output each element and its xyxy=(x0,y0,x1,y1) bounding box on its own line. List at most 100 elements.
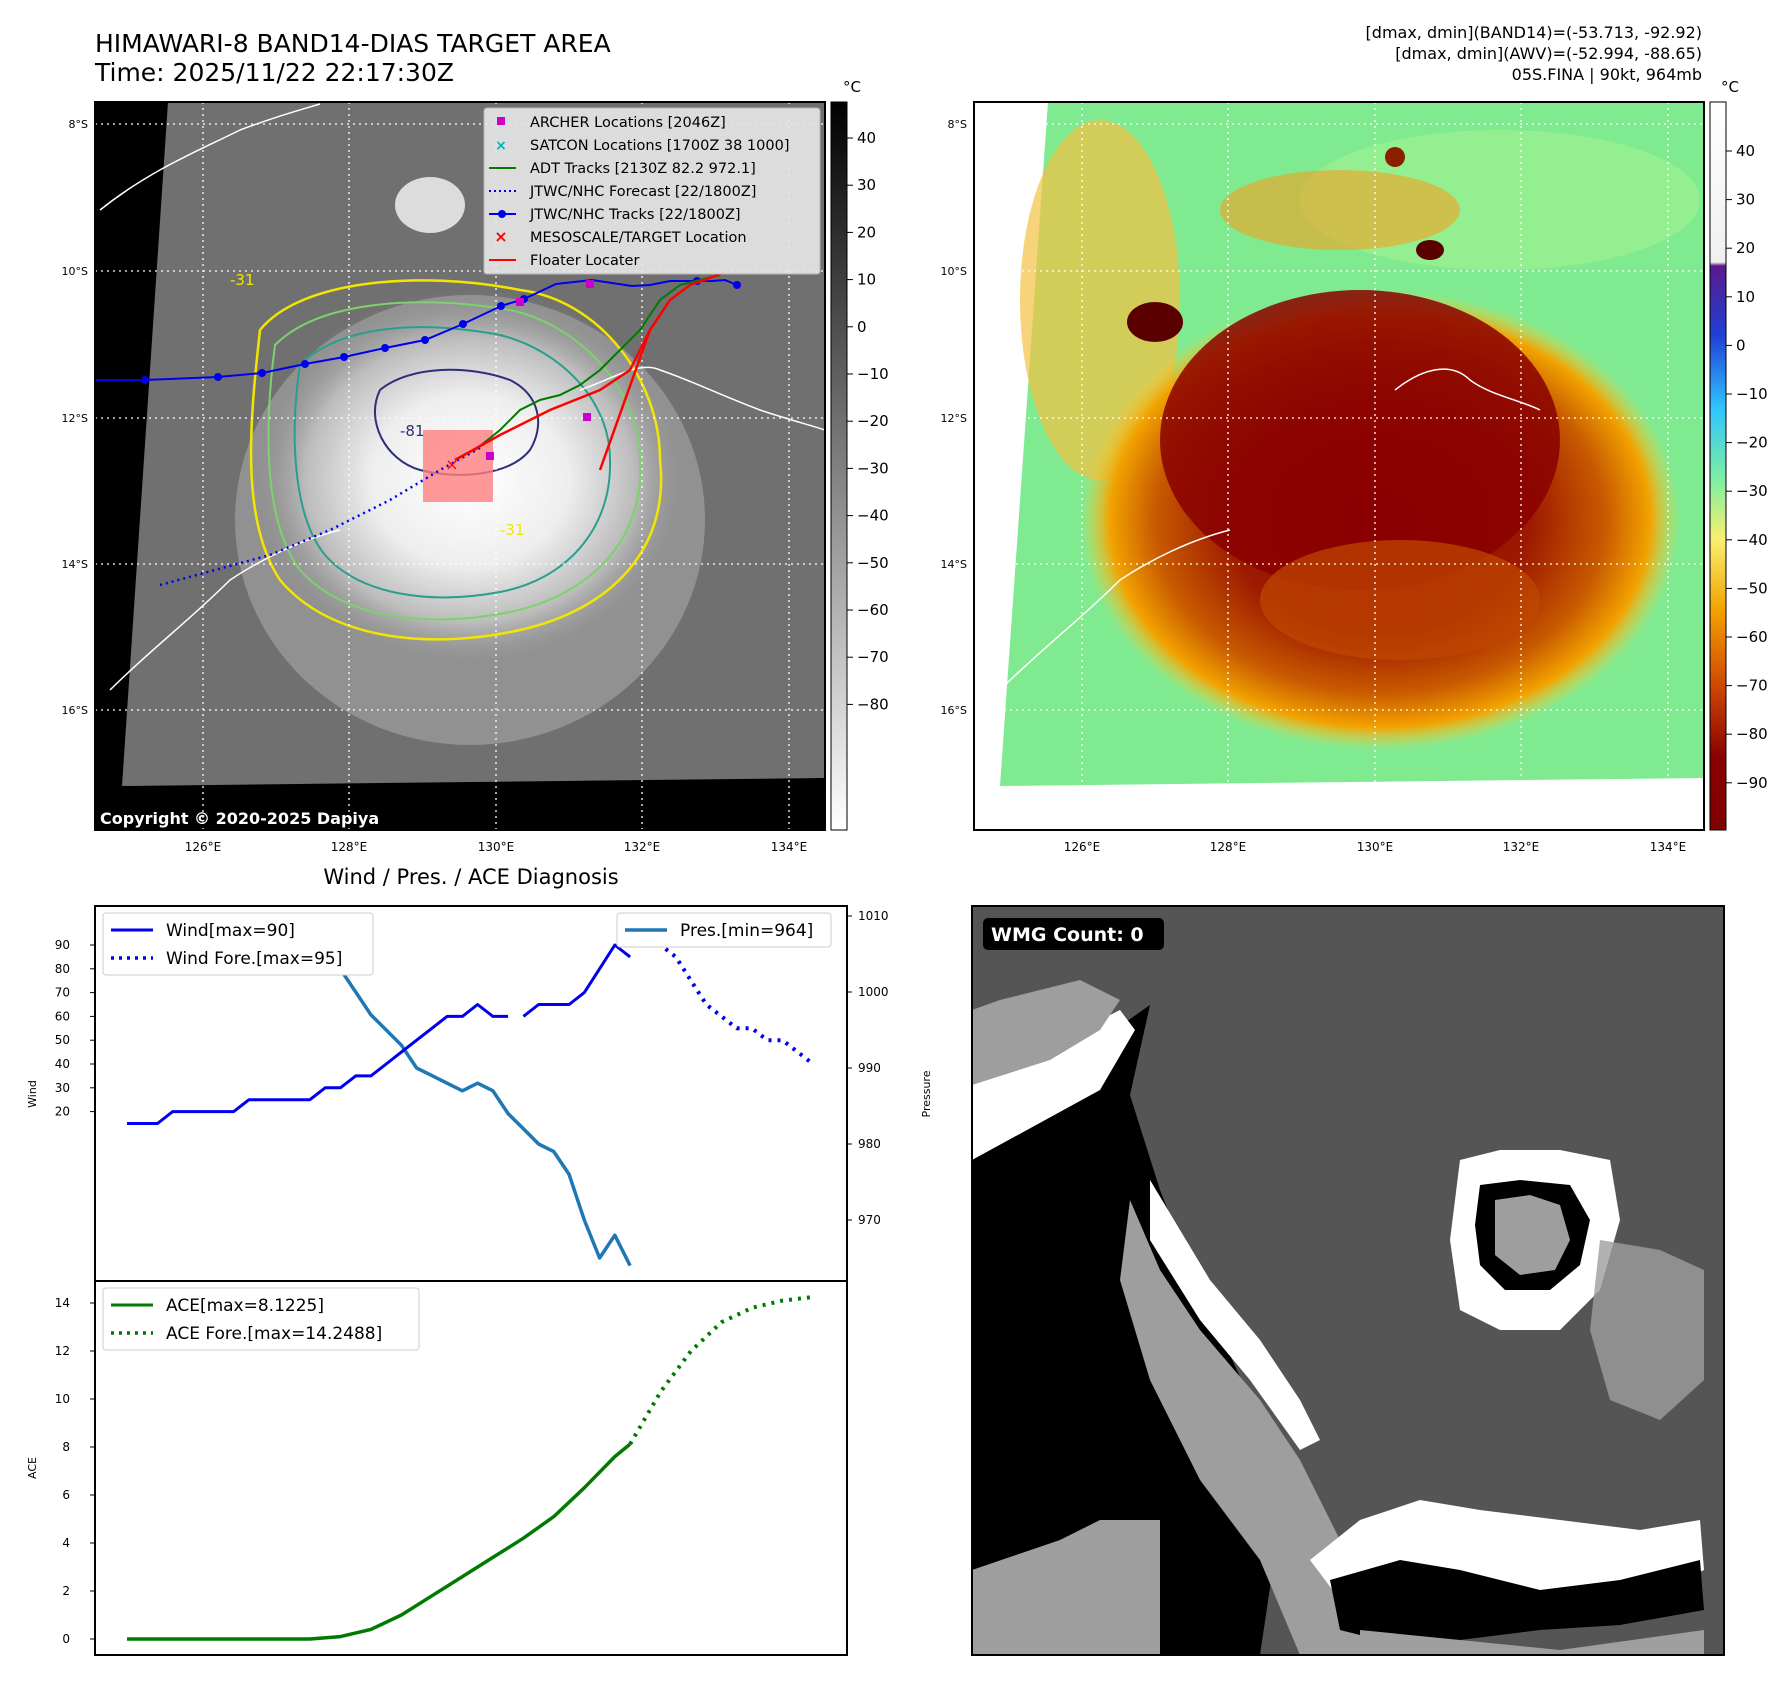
svg-text:×: × xyxy=(494,227,507,246)
ir-copyright: Copyright © 2020-2025 Dapiya xyxy=(100,809,379,828)
ir-legend-label-5: MESOSCALE/TARGET Location xyxy=(530,230,747,246)
floater-track xyxy=(454,268,731,462)
wind-tick-label: 30 xyxy=(55,1081,70,1095)
wind-tick-label: 70 xyxy=(55,986,70,1000)
ir-lat-label: 14°S xyxy=(62,558,88,571)
ir-colorbar: °C 40 30 20 10 0 −10 −20 −30 −40 −50 −60 −70 −80 xyxy=(830,78,889,831)
wmg-panel: WMG Count: 0 xyxy=(971,905,1725,1656)
ir-lat-label: 10°S xyxy=(62,265,88,278)
ir-colorbar-tick-label: −50 xyxy=(857,554,889,572)
target-location-marker: × xyxy=(445,455,458,474)
legend-pres: Pres.[min=964] xyxy=(680,921,813,941)
diagnosis-title: Wind / Pres. / ACE Diagnosis xyxy=(323,865,618,889)
ace-tick-label: 10 xyxy=(55,1392,70,1406)
ir-contour-teal xyxy=(293,326,612,599)
ir-contour-label-2: -81 xyxy=(400,422,425,440)
figure-title: HIMAWARI-8 BAND14-DIAS TARGET AREA xyxy=(95,29,611,58)
ir-legend-label-6: Floater Locater xyxy=(530,253,639,269)
wmg-frame xyxy=(971,905,1725,1656)
ir-lon-label: 128°E xyxy=(331,840,368,854)
ir-contour-label-3: -31 xyxy=(500,521,525,539)
awv-graticule xyxy=(974,102,1704,830)
ir-lon-label: 130°E xyxy=(478,840,515,854)
awv-colorbar-unit: °C xyxy=(1721,78,1739,96)
pressure-tick-label: 970 xyxy=(858,1213,881,1227)
ir-map-panel: -31 -81 -31 xyxy=(62,78,889,854)
awv-lat-label: 14°S xyxy=(941,558,967,571)
ir-colorbar-tick-label: −70 xyxy=(857,648,889,666)
ir-legend-label-2: ADT Tracks [2130Z 82.2 972.1] xyxy=(530,161,756,177)
ir-lon-label: 132°E xyxy=(624,840,661,854)
ir-lat-label: 8°S xyxy=(69,118,88,131)
figure-header: HIMAWARI-8 BAND14-DIAS TARGET AREA Time:… xyxy=(94,23,1702,87)
ir-contour-yellow xyxy=(249,279,663,641)
awv-lat-label: 12°S xyxy=(941,412,967,425)
ir-colorbar-unit: °C xyxy=(843,78,861,96)
awv-lon-label: 130°E xyxy=(1357,840,1394,854)
awv-lat-label: 8°S xyxy=(948,118,967,131)
ir-map-frame xyxy=(94,101,826,831)
ir-lat-label: 16°S xyxy=(62,704,88,717)
ir-contour-green xyxy=(267,301,642,621)
awv-colorbar-tick-label: 20 xyxy=(1736,239,1755,257)
stats-band14: [dmax, dmin](BAND14)=(-53.713, -92.92) xyxy=(1366,23,1702,42)
ir-colorbar-tick-label: 20 xyxy=(857,223,876,241)
ace-legend: ACE[max=8.1225] ACE Fore.[max=14.2488] xyxy=(102,1287,420,1351)
storm-info: 05S.FINA | 90kt, 964mb xyxy=(1512,65,1702,84)
ir-colorbar-tick-label: −20 xyxy=(857,412,889,430)
awv-colorbar-tick-label: −70 xyxy=(1736,677,1768,695)
ir-colorbar-tick-label: −60 xyxy=(857,601,889,619)
pressure-tick-label: 1010 xyxy=(858,909,889,923)
awv-colorbar-tick-label: −50 xyxy=(1736,579,1768,597)
pressure-tick-label: 980 xyxy=(858,1137,881,1151)
ir-legend-label-3: JTWC/NHC Forecast [22/1800Z] xyxy=(529,184,756,200)
awv-colorbar-tick-label: 40 xyxy=(1736,142,1755,160)
wind-tick-label: 90 xyxy=(55,938,70,952)
awv-colorbar-tick-label: −40 xyxy=(1736,531,1768,549)
wind-line xyxy=(127,1003,509,1125)
adt-track xyxy=(474,274,721,451)
awv-map-frame xyxy=(973,101,1705,831)
legend-wind: Wind[max=90] xyxy=(166,921,295,941)
wmg-count-badge xyxy=(983,918,1164,950)
stats-awv: [dmax, dmin](AWV)=(-52.994, -88.65) xyxy=(1395,44,1702,63)
pres-legend: Pres.[min=964] xyxy=(616,912,832,948)
ace-tick-label: 0 xyxy=(62,1632,70,1646)
ir-lon-label: 126°E xyxy=(185,840,222,854)
legend-ace: ACE[max=8.1225] xyxy=(166,1296,324,1316)
awv-lat-label: 16°S xyxy=(941,704,967,717)
ir-colorbar-tick-label: −80 xyxy=(857,695,889,713)
ace-tick-label: 4 xyxy=(62,1536,70,1550)
awv-colorbar-tick-label: −20 xyxy=(1736,434,1768,452)
wind-tick-label: 20 xyxy=(55,1105,70,1119)
ir-lon-label: 134°E xyxy=(771,840,808,854)
ace-tick-label: 2 xyxy=(62,1584,70,1598)
awv-colorbar-tick-label: 10 xyxy=(1736,288,1755,306)
ir-colorbar-tick-label: 0 xyxy=(857,318,867,336)
ir-legend-label-1: SATCON Locations [1700Z 38 1000] xyxy=(530,138,789,154)
pressure-tick-label: 1000 xyxy=(858,985,889,999)
awv-colorbar-tick-label: −80 xyxy=(1736,725,1768,743)
awv-colorbar-tick-label: −10 xyxy=(1736,385,1768,403)
ir-colorbar-tick-label: 40 xyxy=(857,129,876,147)
ir-legend: ARCHER Locations [2046Z] × SATCON Locati… xyxy=(483,107,821,275)
ir-colorbar-tick-label: −10 xyxy=(857,365,889,383)
awv-colorbar-tick-label: −30 xyxy=(1736,482,1768,500)
wind-legend: Wind[max=90] Wind Fore.[max=95] xyxy=(102,912,374,976)
wind-tick-label: 50 xyxy=(55,1033,70,1047)
svg-text:×: × xyxy=(495,138,507,154)
ir-colorbar-tick-label: 30 xyxy=(857,176,876,194)
awv-colorbar-tick-label: −60 xyxy=(1736,628,1768,646)
ir-colorbar-tick-label: 10 xyxy=(857,271,876,289)
legend-ace-fore: ACE Fore.[max=14.2488] xyxy=(166,1324,382,1344)
legend-wind-fore: Wind Fore.[max=95] xyxy=(166,949,342,969)
awv-lon-label: 132°E xyxy=(1503,840,1540,854)
wind-tick-label: 60 xyxy=(55,1009,70,1023)
awv-lon-label: 134°E xyxy=(1650,840,1687,854)
awv-colorbar-tick-label: −90 xyxy=(1736,774,1768,792)
pressure-ylabel: Pressure xyxy=(920,1070,933,1117)
ir-colorbar-tick-label: −40 xyxy=(857,507,889,525)
ir-contour-label-1: -31 xyxy=(230,271,255,289)
wind-tick-label: 40 xyxy=(55,1057,70,1071)
